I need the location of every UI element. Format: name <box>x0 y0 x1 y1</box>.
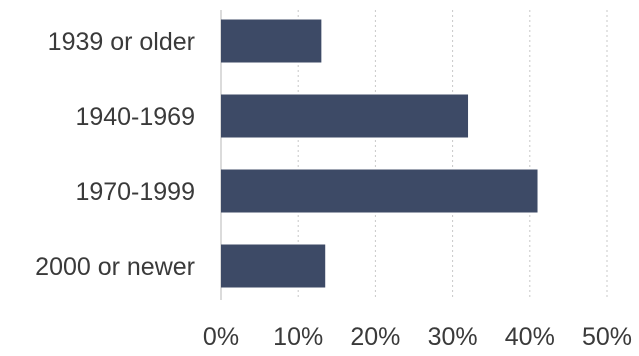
bar <box>221 19 322 63</box>
category-label: 1940-1969 <box>75 103 195 131</box>
category-labels: 1939 or older 1940-1969 1970-1999 2000 or n… <box>35 28 195 281</box>
x-tick-label: 20% <box>350 323 400 351</box>
bar-layer <box>221 19 538 288</box>
bar <box>221 94 469 138</box>
category-label: 1939 or older <box>48 28 195 56</box>
bar <box>221 244 326 288</box>
category-label: 2000 or newer <box>35 253 195 281</box>
x-tick-label: 30% <box>428 323 478 351</box>
x-tick-label: 50% <box>582 323 632 351</box>
category-label: 1970-1999 <box>75 178 195 206</box>
x-tick-labels: 0% 10% 20% 30% 40% 50% <box>203 323 632 351</box>
x-tick-label: 10% <box>273 323 323 351</box>
x-tick-label: 0% <box>203 323 239 351</box>
x-tick-label: 40% <box>505 323 555 351</box>
bar <box>221 169 538 213</box>
